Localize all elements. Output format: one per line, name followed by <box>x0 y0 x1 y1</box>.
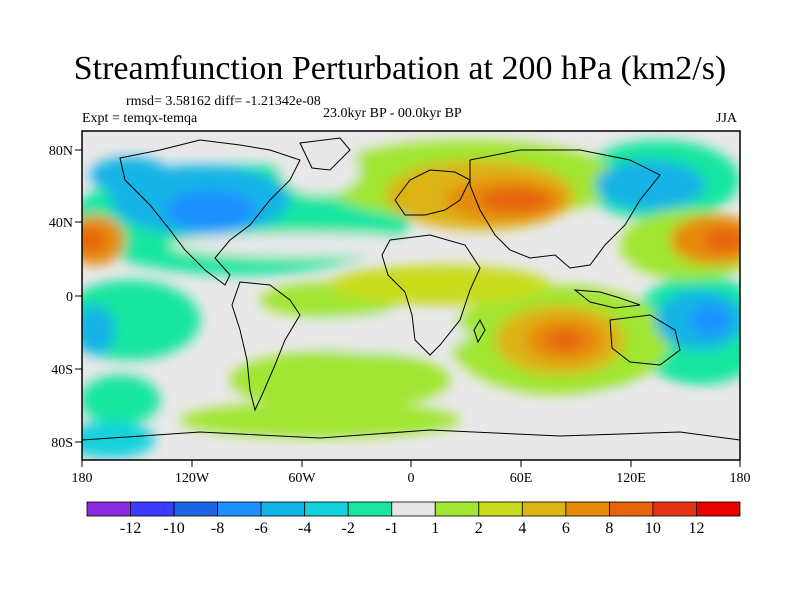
colorbar-swatch <box>391 501 436 517</box>
lat-label-80s: 80S <box>51 436 73 451</box>
colorbar-swatch <box>696 501 741 517</box>
colorbar-swatch <box>217 501 262 517</box>
colorbar-swatch <box>521 501 567 517</box>
colorbar-label: -1 <box>385 520 398 537</box>
lon-label-60e: 60E <box>510 471 533 486</box>
colorbar-label: -6 <box>254 520 267 537</box>
colorbar-label: -4 <box>298 520 311 537</box>
colorbar-label: 10 <box>645 520 661 537</box>
experiment-label: Expt = temqx-temqa <box>82 111 198 126</box>
lon-label-120w: 120W <box>175 471 210 486</box>
lon-label-180e: 180 <box>730 471 751 486</box>
colorbar: -12 -10 -8 -6 -4 -2 -1 1 2 4 6 8 10 12 <box>86 501 741 537</box>
colorbar-swatch <box>347 501 393 517</box>
coastlines <box>82 137 740 441</box>
colorbar-label: 2 <box>475 520 483 537</box>
lon-label-180w: 180 <box>72 471 93 486</box>
lon-label-120e: 120E <box>616 471 646 486</box>
lat-label-0: 0 <box>66 290 73 305</box>
period-label: 23.0kyr BP - 00.0kyr BP <box>323 106 462 121</box>
axis-ticks <box>75 149 741 467</box>
lat-label-80n: 80N <box>49 144 73 159</box>
colorbar-swatch <box>173 501 218 517</box>
colorbar-swatch <box>478 501 523 517</box>
colorbar-swatch <box>434 501 480 517</box>
colorbar-swatch <box>260 501 306 517</box>
chart-title: Streamfunction Perturbation at 200 hPa (… <box>73 50 727 87</box>
colorbar-label: 4 <box>518 520 526 537</box>
lat-label-40n: 40N <box>49 216 73 231</box>
colorbar-swatch <box>304 501 349 517</box>
stats-label: rmsd= 3.58162 diff= -1.21342e-08 <box>126 94 321 109</box>
season-label: JJA <box>716 111 738 126</box>
lat-label-40s: 40S <box>51 363 73 378</box>
colorbar-label: -10 <box>163 520 184 537</box>
colorbar-label: 8 <box>605 520 613 537</box>
streamfunction-field <box>82 131 740 460</box>
lon-label-60w: 60W <box>288 471 316 486</box>
colorbar-label: 1 <box>431 520 439 537</box>
colorbar-label: -2 <box>342 520 355 537</box>
colorbar-swatch <box>609 501 654 517</box>
colorbar-swatch <box>86 501 131 517</box>
colorbar-label: 6 <box>562 520 570 537</box>
colorbar-swatch <box>130 501 175 517</box>
colorbar-label: 12 <box>688 520 704 537</box>
colorbar-label: -12 <box>120 520 141 537</box>
colorbar-label: -8 <box>211 520 224 537</box>
colorbar-swatch <box>652 501 697 517</box>
colorbar-swatch <box>565 501 610 517</box>
lon-label-0: 0 <box>408 471 415 486</box>
